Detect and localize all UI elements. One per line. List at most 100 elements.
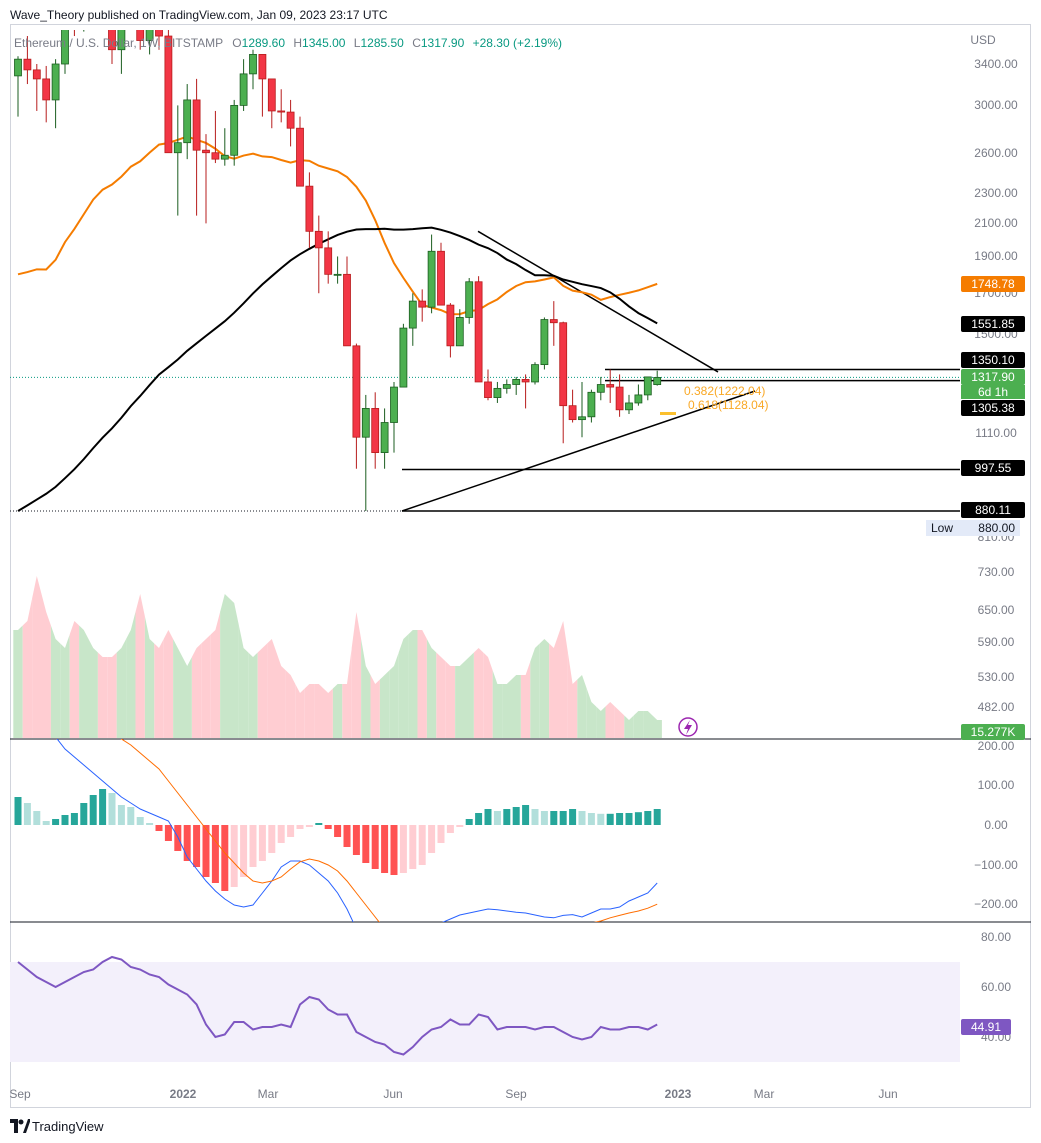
- volume-area: [520, 661, 531, 738]
- macd-histogram-bar: [117, 805, 125, 825]
- volume-area: [116, 639, 127, 738]
- candle: [399, 323, 408, 388]
- price-tag-bg: [961, 316, 1025, 332]
- candle-body: [314, 230, 323, 249]
- time-axis: Sep 2022 Mar Jun Sep 2023 Mar Jun: [9, 1087, 897, 1101]
- volume-area: [455, 661, 465, 738]
- candle: [324, 231, 333, 284]
- candle-body: [418, 300, 427, 308]
- chart-frame[interactable]: [10, 24, 1031, 1108]
- candle: [418, 289, 427, 322]
- candle: [521, 374, 530, 409]
- macd-histogram-bar: [616, 813, 624, 825]
- volume-area: [417, 630, 427, 738]
- price-tick-label: 730.00: [978, 565, 1015, 579]
- candle-body: [61, 30, 69, 65]
- volume-tag: 15.277K: [961, 724, 1025, 740]
- volume-area: [379, 670, 390, 738]
- candle: [361, 394, 370, 511]
- macd-histogram-bar: [569, 809, 577, 825]
- candle: [155, 30, 163, 50]
- candle-body: [615, 386, 624, 411]
- candle: [61, 30, 69, 74]
- volume-area: [144, 616, 155, 738]
- volume-area: [107, 652, 117, 738]
- macd-histogram-bar: [399, 825, 407, 873]
- candle-body: [512, 379, 521, 385]
- candle-body: [286, 111, 295, 129]
- rsi-value-tag: 44.91: [961, 1019, 1011, 1035]
- volume-area: [173, 639, 183, 738]
- legend-high: 1345.00: [302, 36, 346, 50]
- candle-body: [455, 317, 464, 347]
- macd-histogram-bar: [465, 819, 473, 825]
- price-tick-label: 530.00: [978, 670, 1015, 684]
- volume-area: [577, 675, 587, 738]
- candle-body: [371, 408, 380, 453]
- candle: [352, 343, 361, 469]
- price-tag-text: 1350.10: [971, 353, 1015, 367]
- macd-histogram-bar: [531, 809, 539, 825]
- candle-body: [399, 327, 408, 388]
- volume-area: [643, 711, 653, 738]
- price-tag-level: 880.11: [961, 502, 1025, 518]
- candle-body: [361, 408, 370, 438]
- tradingview-brand[interactable]: TradingView: [32, 1119, 104, 1134]
- macd-histogram-bar: [155, 825, 163, 831]
- candle-body: [220, 154, 229, 160]
- macd-histogram-bar: [99, 789, 107, 825]
- candle-body: [653, 377, 662, 386]
- candle-body: [14, 58, 22, 77]
- candle: [474, 276, 483, 383]
- candle-body: [127, 0, 134, 19]
- macd-histogram-bar: [503, 809, 511, 825]
- volume-area: [332, 684, 343, 738]
- volume-area: [426, 639, 437, 738]
- volume-area: [464, 652, 474, 738]
- candle-body: [465, 281, 474, 318]
- volume-area: [389, 652, 399, 738]
- volume-pane: [13, 576, 698, 738]
- candle: [455, 309, 464, 347]
- price-tag-level: 997.55: [961, 460, 1025, 476]
- candle-body: [117, 30, 126, 51]
- candle-body: [587, 391, 596, 418]
- candle: [512, 376, 521, 395]
- candle: [277, 89, 286, 123]
- price-tag-bg: [961, 369, 1025, 385]
- candle-body: [32, 69, 41, 80]
- tradingview-logo-icon: [10, 1119, 30, 1133]
- price-tick-label: 590.00: [978, 635, 1015, 649]
- volume-area: [182, 657, 192, 738]
- volume-tag-bg: [961, 724, 1025, 740]
- legend-close: 1317.90: [421, 36, 465, 50]
- candle: [493, 381, 502, 403]
- volume-area: [267, 639, 277, 738]
- volume-area: [210, 612, 221, 738]
- volume-area: [163, 630, 174, 738]
- macd-histogram-bar: [559, 811, 567, 825]
- macd-histogram-bar: [390, 825, 398, 875]
- volume-area: [652, 715, 662, 738]
- macd-histogram-bar: [418, 825, 426, 865]
- candle: [615, 374, 624, 417]
- macd-histogram-bar: [287, 825, 295, 837]
- candle: [117, 30, 126, 74]
- price-pane: 0.618(1128.04)0.382(1222.04): [10, 0, 1031, 923]
- volume-area: [539, 639, 550, 738]
- macd-histogram-bar: [522, 805, 530, 825]
- candle-body: [192, 99, 201, 151]
- candle-body: [42, 78, 51, 101]
- volume-area: [558, 621, 568, 738]
- candle: [653, 370, 662, 386]
- macd-histogram-bar: [597, 813, 605, 825]
- price-tick-label: 2600.00: [974, 146, 1018, 160]
- rsi-tick-label: 60.00: [981, 980, 1011, 994]
- volume-area: [276, 652, 286, 738]
- candle-body: [249, 54, 257, 75]
- candle: [465, 278, 474, 324]
- candle-body: [296, 127, 304, 187]
- volume-area: [220, 594, 230, 738]
- candle: [314, 215, 323, 294]
